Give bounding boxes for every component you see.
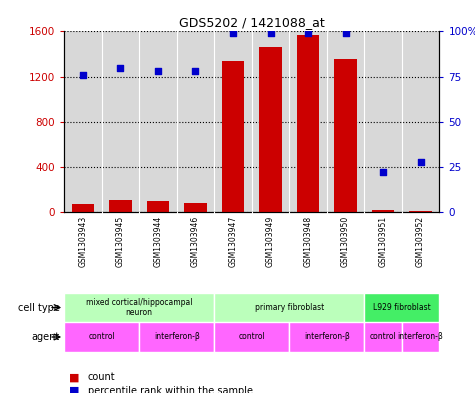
- Text: GSM1303945: GSM1303945: [116, 216, 125, 268]
- Bar: [334, 59, 357, 212]
- Bar: [364, 293, 439, 322]
- Text: GSM1303946: GSM1303946: [191, 216, 200, 268]
- Text: ■: ■: [69, 372, 79, 382]
- Bar: [214, 322, 289, 352]
- Text: ■: ■: [69, 386, 79, 393]
- Text: GSM1303944: GSM1303944: [153, 216, 162, 268]
- Bar: [64, 293, 214, 322]
- Bar: [259, 47, 282, 212]
- Point: [342, 30, 350, 37]
- Text: interferon-β: interferon-β: [398, 332, 444, 342]
- Text: GSM1303952: GSM1303952: [416, 216, 425, 267]
- Text: count: count: [88, 372, 115, 382]
- Point: [304, 30, 312, 37]
- Bar: [372, 210, 394, 212]
- Point: [154, 68, 162, 74]
- Text: agent: agent: [31, 332, 59, 342]
- Bar: [147, 202, 169, 212]
- Bar: [297, 35, 319, 212]
- Point: [191, 68, 199, 74]
- Text: primary fibroblast: primary fibroblast: [255, 303, 324, 312]
- Text: control: control: [88, 332, 115, 342]
- Text: GSM1303949: GSM1303949: [266, 216, 275, 268]
- Bar: [289, 322, 364, 352]
- Bar: [184, 203, 207, 212]
- Bar: [72, 204, 94, 212]
- Text: cell type: cell type: [18, 303, 59, 312]
- Point: [117, 64, 124, 71]
- Text: control: control: [238, 332, 265, 342]
- Bar: [364, 322, 402, 352]
- Text: L929 fibroblast: L929 fibroblast: [373, 303, 431, 312]
- Bar: [64, 322, 139, 352]
- Text: GSM1303947: GSM1303947: [228, 216, 238, 268]
- Text: GSM1303950: GSM1303950: [341, 216, 350, 268]
- Point: [379, 169, 387, 176]
- Text: control: control: [370, 332, 397, 342]
- Text: percentile rank within the sample: percentile rank within the sample: [88, 386, 253, 393]
- Text: interferon-β: interferon-β: [304, 332, 350, 342]
- Text: GSM1303943: GSM1303943: [78, 216, 87, 268]
- Bar: [409, 211, 432, 212]
- Text: mixed cortical/hippocampal
neuron: mixed cortical/hippocampal neuron: [86, 298, 192, 317]
- Bar: [222, 61, 244, 212]
- Title: GDS5202 / 1421088_at: GDS5202 / 1421088_at: [179, 16, 324, 29]
- Point: [267, 30, 275, 37]
- Text: GSM1303948: GSM1303948: [304, 216, 313, 267]
- Point: [229, 30, 237, 37]
- Bar: [402, 322, 439, 352]
- Bar: [109, 200, 132, 212]
- Text: GSM1303951: GSM1303951: [379, 216, 388, 267]
- Bar: [139, 322, 214, 352]
- Text: interferon-β: interferon-β: [154, 332, 200, 342]
- Bar: [214, 293, 364, 322]
- Point: [417, 158, 424, 165]
- Point: [79, 72, 86, 78]
